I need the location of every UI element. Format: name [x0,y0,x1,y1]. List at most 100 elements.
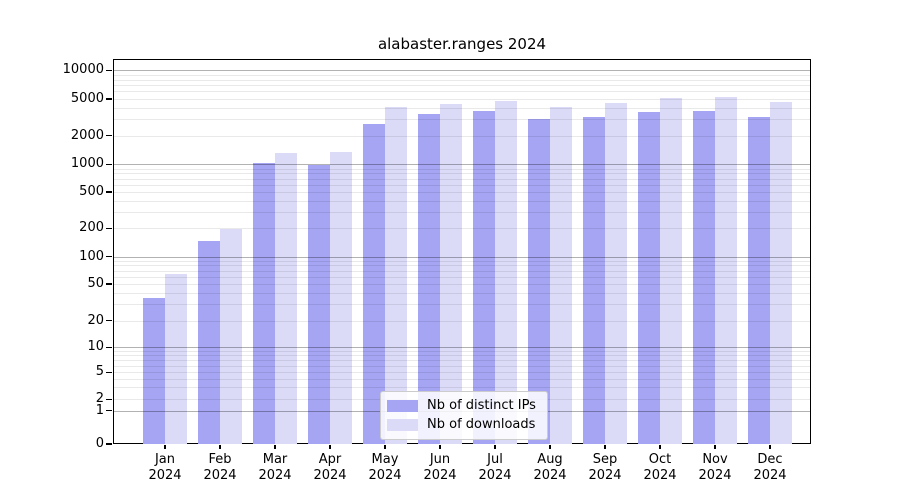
y-tick-mark [106,398,112,400]
y-gridline-major [114,70,810,72]
x-tick-month: Dec [757,452,783,467]
y-tick-mark [106,346,112,348]
y-tick-label: 1000 [70,156,104,172]
x-tick-mark [659,445,661,449]
bar-downloads [715,97,737,444]
y-tick-label: 50 [87,276,104,291]
y-tick-mark [106,163,112,165]
y-tick-mark [106,320,112,322]
x-tick-month: Feb [208,452,232,467]
y-gridline-major [114,256,810,258]
bar-downloads [550,107,572,444]
legend-swatch-downloads [387,418,418,431]
y-gridline-minor [114,107,810,109]
y-gridline-minor [114,365,810,367]
y-gridline-major [114,164,810,166]
x-tick-month: Jul [487,452,503,467]
bar-distinct-ips [528,119,550,444]
x-tick-month: Jun [429,452,451,467]
bar-downloads [605,102,627,444]
bar-distinct-ips [583,117,605,444]
y-gridline-minor [114,387,810,389]
bar-downloads [440,104,462,444]
legend-label-distinct-ips: Nb of distinct IPs [427,398,536,413]
bar-distinct-ips [198,241,220,444]
y-tick-mark [106,191,112,193]
y-gridline-minor [114,260,810,262]
x-tick-mark [329,445,331,449]
x-tick-month: Sep [592,452,618,467]
y-tick-label: 5 [95,364,104,380]
y-tick-label: 10 [87,339,104,355]
x-tick-label: Aug 2024 [522,452,578,484]
y-gridline-minor [114,173,810,175]
y-gridline-minor [114,265,810,267]
y-gridline-minor [114,119,810,121]
bar-downloads [660,98,682,444]
y-gridline-minor [114,292,810,294]
y-tick-mark [106,69,112,71]
bar-distinct-ips [253,162,275,444]
legend-swatch-distinct-ips [387,399,418,412]
x-tick-label: Mar 2024 [247,452,303,484]
bar-downloads [275,153,297,444]
bar-distinct-ips [693,111,715,444]
y-gridline-minor [114,284,810,285]
y-tick-label: 2 [95,391,104,407]
bar-downloads [770,102,792,444]
y-gridline-minor [114,200,810,202]
y-gridline-minor [114,351,810,353]
y-tick-mark [106,283,112,285]
y-gridline-minor [114,304,810,306]
chart-title: alabaster.ranges 2024 [377,35,547,53]
y-gridline-minor [114,355,810,357]
x-tick-label: Sep 2024 [577,452,633,484]
bar-downloads [495,101,517,444]
y-tick-mark [106,98,112,100]
y-gridline-minor [114,99,810,100]
y-tick-label: 200 [79,220,104,236]
y-gridline-minor [114,184,810,186]
bar-distinct-ips [363,123,385,444]
x-tick-year: 2024 [588,468,622,483]
y-tick-label: 5000 [70,91,104,106]
x-tick-month: Jan [154,452,176,467]
bar-downloads [385,107,407,444]
x-tick-mark [549,445,551,449]
legend-item-downloads: Nb of downloads [387,415,539,434]
x-tick-mark [384,445,386,449]
x-tick-month: Mar [262,452,288,467]
x-tick-year: 2024 [533,468,567,483]
bar-distinct-ips [308,165,330,444]
y-tick-mark [106,371,112,373]
x-tick-month: Oct [648,452,672,467]
y-gridline-minor [114,178,810,180]
legend-item-distinct-ips: Nb of distinct IPs [387,396,539,415]
y-gridline-minor [114,74,810,76]
legend: Nb of distinct IPs Nb of downloads [380,391,548,440]
y-gridline-minor [114,360,810,362]
x-tick-month: Apr [318,452,342,467]
x-tick-year: 2024 [203,468,237,483]
y-gridline-minor [114,228,810,230]
x-tick-label: Nov 2024 [687,452,743,484]
y-gridline-minor [114,135,810,137]
x-tick-year: 2024 [258,468,292,483]
x-tick-year: 2024 [423,468,457,483]
x-tick-label: Jun 2024 [412,452,468,484]
y-gridline-minor [114,168,810,170]
x-tick-label: Dec 2024 [742,452,798,484]
x-tick-month: Nov [702,452,728,467]
x-tick-label: Jul 2024 [467,452,523,484]
x-tick-mark [439,445,441,449]
y-tick-label: 2000 [70,127,104,143]
x-tick-year: 2024 [313,468,347,483]
x-tick-label: Oct 2024 [632,452,688,484]
x-tick-month: May [371,452,399,467]
x-tick-mark [274,445,276,449]
y-gridline-major [114,347,810,349]
bar-distinct-ips [418,114,440,444]
x-tick-mark [769,445,771,449]
y-gridline-minor [114,192,810,193]
